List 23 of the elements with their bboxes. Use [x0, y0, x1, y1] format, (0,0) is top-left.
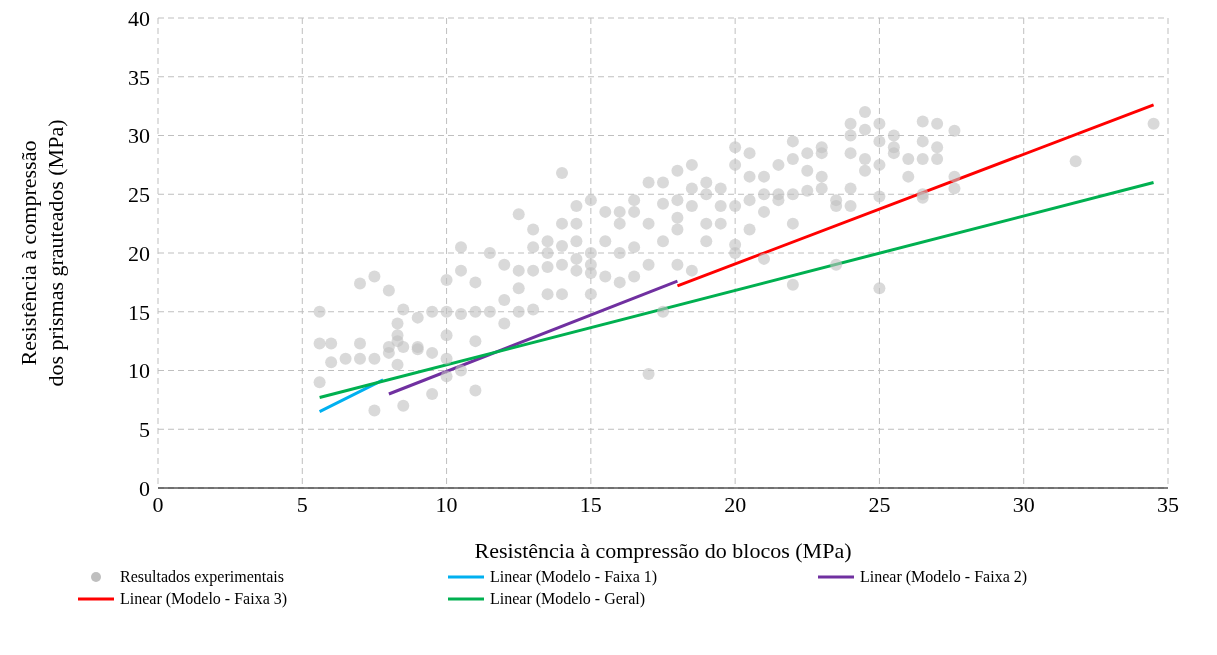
y-tick-label: 15 — [128, 299, 150, 325]
y-tick-label: 25 — [128, 182, 150, 208]
legend-label: Resultados experimentais — [120, 568, 284, 586]
y-tick-label: 30 — [128, 123, 150, 149]
x-tick-label: 20 — [724, 491, 747, 517]
y-tick-label: 5 — [139, 417, 150, 443]
x-tick-label: 25 — [868, 491, 891, 517]
y-tick-label: 0 — [139, 475, 150, 501]
y-tick-label: 40 — [128, 5, 150, 31]
y-axis-title: Resistência à compressão dos prismas grauteados (MPa) — [16, 119, 68, 387]
y-tick-label: 20 — [128, 240, 150, 266]
y-tick-label: 10 — [128, 358, 150, 384]
legend-label: Linear (Modelo - Faixa 3) — [120, 590, 288, 608]
x-tick-label: 35 — [1157, 491, 1179, 517]
legend-label: Linear (Modelo - Faixa 1) — [490, 568, 658, 586]
legend-label: Linear (Modelo - Faixa 2) — [860, 568, 1028, 586]
x-tick-label: 15 — [579, 491, 602, 517]
y-tick-label: 35 — [128, 64, 150, 90]
legend-label: Linear (Modelo - Geral) — [490, 590, 646, 608]
x-tick-label: 30 — [1012, 491, 1035, 517]
x-axis-title: Resistência à compressão do blocos (MPa) — [474, 538, 852, 563]
x-tick-label: 5 — [296, 491, 308, 517]
x-tick-label: 10 — [435, 491, 458, 517]
